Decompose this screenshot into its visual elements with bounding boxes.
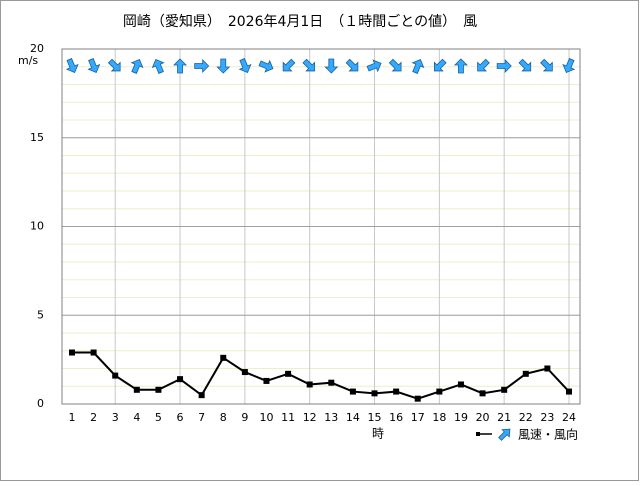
speed-marker	[328, 379, 335, 386]
x-tick-label: 16	[389, 411, 403, 424]
x-tick-label: 15	[368, 411, 382, 424]
direction-arrow	[388, 58, 402, 72]
direction-arrow	[173, 58, 188, 74]
y-axis-label: m/s	[18, 54, 38, 67]
speed-marker	[133, 386, 140, 393]
x-tick-label: 17	[411, 411, 425, 424]
x-tick-label: 18	[432, 411, 446, 424]
speed-marker	[414, 395, 421, 402]
legend-label: 風速・風向	[518, 427, 578, 442]
speed-marker	[220, 354, 227, 361]
speed-marker	[436, 388, 443, 395]
direction-arrow	[282, 58, 296, 72]
x-tick-label: 20	[476, 411, 490, 424]
speed-line	[72, 351, 570, 400]
legend: 風速・風向	[476, 427, 578, 442]
speed-marker	[371, 390, 378, 397]
y-tick-label: 10	[30, 220, 44, 233]
direction-arrow	[366, 59, 382, 73]
direction-arrow	[65, 58, 79, 73]
x-tick-label: 13	[324, 411, 338, 424]
x-tick-label: 5	[155, 411, 162, 424]
speed-marker	[241, 369, 248, 376]
x-axis-label: 時	[372, 427, 384, 441]
speed-marker	[306, 381, 313, 388]
speed-marker	[457, 381, 464, 388]
direction-arrow	[411, 59, 425, 74]
speed-marker	[155, 386, 162, 393]
direction-arrow	[151, 59, 165, 74]
y-tick-label: 15	[30, 131, 44, 144]
x-tick-label: 12	[303, 411, 317, 424]
direction-arrow	[87, 58, 101, 73]
x-tick-label: 2	[90, 411, 97, 424]
speed-marker	[566, 388, 572, 395]
speed-marker	[198, 392, 205, 399]
x-tick-label: 19	[454, 411, 468, 424]
direction-arrow	[433, 58, 447, 72]
direction-arrow	[107, 58, 121, 72]
speed-marker	[285, 370, 292, 377]
speed-marker	[90, 349, 97, 356]
speed-marker	[177, 376, 184, 383]
x-tick-label: 23	[540, 411, 554, 424]
y-tick-label: 0	[37, 397, 44, 410]
y-tick-label: 5	[37, 308, 44, 321]
direction-arrow	[518, 58, 532, 72]
direction-arrow	[258, 59, 274, 73]
direction-arrow	[302, 58, 316, 72]
direction-arrow	[216, 58, 231, 74]
legend-marker	[476, 432, 480, 436]
direction-arrow	[540, 58, 553, 72]
legend-arrow	[498, 428, 511, 441]
direction-arrow	[324, 58, 339, 74]
x-tick-label: 4	[133, 411, 140, 424]
speed-marker	[263, 377, 270, 384]
speed-marker	[349, 388, 356, 395]
x-tick-label: 24	[562, 411, 576, 424]
speed-marker	[69, 349, 75, 356]
y-tick-label: 20	[30, 42, 44, 55]
x-tick-label: 1	[69, 411, 76, 424]
speed-marker	[479, 390, 486, 397]
x-tick-label: 8	[220, 411, 227, 424]
direction-arrow	[477, 58, 490, 72]
x-tick-label: 22	[519, 411, 533, 424]
speed-marker	[501, 386, 508, 393]
x-tick-label: 11	[281, 411, 295, 424]
speed-marker	[522, 370, 529, 377]
direction-arrow	[238, 58, 252, 73]
direction-arrow	[130, 59, 144, 74]
x-tick-label: 14	[346, 411, 360, 424]
x-tick-label: 6	[177, 411, 184, 424]
chart-title: 岡崎（愛知県） 2026年4月1日 （１時間ごとの値） 風	[123, 13, 477, 30]
direction-arrow	[453, 58, 468, 74]
x-tick-label: 9	[241, 411, 248, 424]
x-tick-label: 10	[259, 411, 273, 424]
direction-arrow	[562, 58, 576, 73]
speed-marker	[112, 372, 119, 379]
direction-arrow	[345, 58, 359, 72]
speed-marker	[393, 388, 400, 395]
x-tick-label: 7	[198, 411, 205, 424]
x-tick-label: 3	[112, 411, 119, 424]
x-tick-label: 21	[497, 411, 511, 424]
speed-marker	[544, 365, 551, 372]
plot-border	[61, 48, 581, 405]
direction-arrow	[496, 59, 512, 73]
direction-arrow	[194, 59, 210, 73]
